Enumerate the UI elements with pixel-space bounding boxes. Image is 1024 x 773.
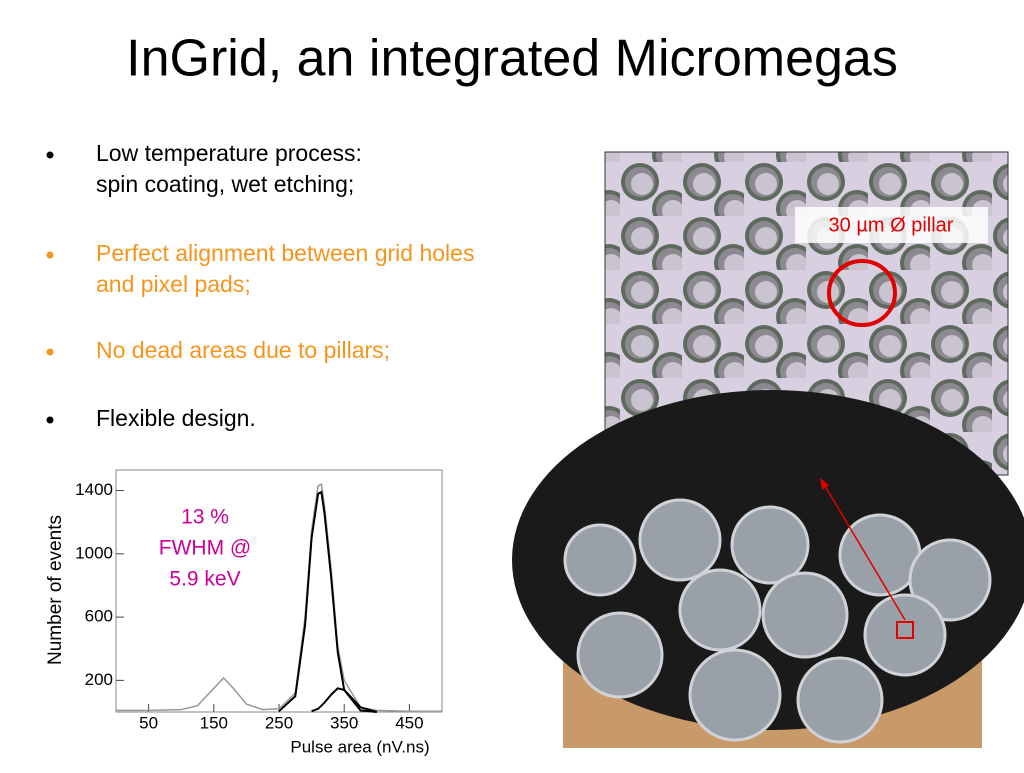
x-tick-label: 250 [265, 713, 293, 732]
bullet-text: Flexible design. [96, 405, 256, 431]
bullet-text: and pixel pads; [96, 271, 251, 297]
x-tick-label: 50 [139, 713, 158, 732]
bullet-text: No dead areas due to pillars; [96, 337, 390, 363]
y-tick-label: 1000 [75, 543, 113, 562]
bullet-text: Perfect alignment between grid holes [96, 240, 474, 266]
zoom-marker [896, 621, 914, 639]
bullet-text: spin coating, wet etching; [96, 171, 354, 197]
y-axis-label: Number of events [45, 515, 66, 665]
annotation: FWHM @ [159, 537, 251, 560]
bullet-dot [46, 151, 54, 159]
x-axis-label: Pulse area (nV.ns) [290, 737, 429, 756]
pillar-circle [827, 259, 897, 327]
histogram: 200 600 1000 1400 50 150 250 350 450 Number of ev… [45, 469, 443, 756]
bullet-dot [46, 251, 54, 259]
bullet-dot [46, 348, 54, 356]
slide-title: InGrid, an integrated Micromegas [126, 30, 898, 88]
pixel-pads [563, 498, 992, 744]
photo-label: 30 µm Ø pillar [829, 214, 954, 236]
bullet-list: Low temperature process: spin coating, we… [46, 140, 474, 431]
plot-frame [115, 469, 443, 713]
label-box [795, 207, 988, 243]
x-tick-label: 450 [395, 713, 423, 732]
bullet-dot [46, 416, 54, 424]
bullet-text: Low temperature process: [96, 140, 362, 166]
x-tick-label: 150 [200, 713, 228, 732]
zoom-arrow [821, 480, 906, 621]
annotation: 5.9 keV [169, 568, 240, 591]
y-tick-label: 200 [85, 670, 113, 689]
x-tick-label: 350 [330, 713, 358, 732]
y-tick-label: 600 [85, 607, 113, 626]
y-tick-label: 1400 [75, 480, 113, 499]
arrow-head [820, 478, 829, 490]
series-line [311, 687, 378, 713]
annotation: 13 % [181, 506, 229, 529]
